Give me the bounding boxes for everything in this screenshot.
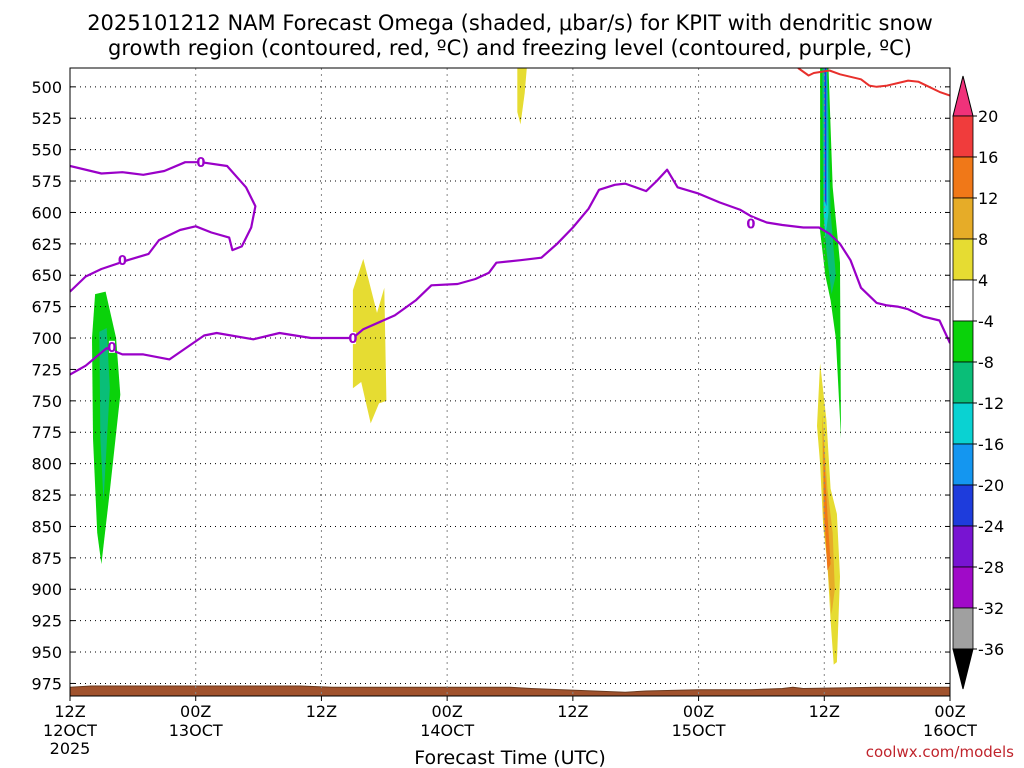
y-tick-label-700: 700 bbox=[31, 329, 62, 348]
x-tick-year-0: 2025 bbox=[50, 739, 91, 758]
colorbar-swatch-3 bbox=[952, 238, 974, 281]
y-tick-label-550: 550 bbox=[31, 141, 62, 160]
y-tick-label-650: 650 bbox=[31, 266, 62, 285]
freezing-label-0: 0 bbox=[196, 156, 205, 171]
omega-region-7 bbox=[824, 68, 827, 207]
omega-colorbar: 20 16 12 8 4 -4 -8 -12 -16 -20 -24 -28 -32 -36 bbox=[952, 75, 1004, 690]
freezing-level-contour-upper bbox=[70, 161, 257, 293]
colorbar-label-4: 4 bbox=[978, 271, 988, 290]
y-tick-label-750: 750 bbox=[31, 392, 62, 411]
y-tick-label-850: 850 bbox=[31, 517, 62, 536]
y-tick-label-800: 800 bbox=[31, 455, 62, 474]
colorbar-swatch-7 bbox=[952, 402, 974, 445]
x-tick-label-5: 00Z bbox=[683, 702, 714, 721]
freezing-label-bg-3 bbox=[349, 332, 356, 345]
colorbar-label-5: -4 bbox=[978, 312, 994, 331]
freezing-label-bg-1 bbox=[119, 254, 126, 267]
colorbar-swatch-6 bbox=[952, 361, 974, 404]
x-tick-label-2: 12Z bbox=[306, 702, 337, 721]
pressure-axis: 500 525 550 575 600 625 650 675 700 725 750 775 800 8… bbox=[31, 78, 950, 693]
x-tick-date-0: 12OCT bbox=[43, 721, 97, 740]
colorbar-swatch-1 bbox=[952, 156, 974, 199]
colorbar-swatch-10 bbox=[952, 525, 974, 568]
x-tick-label-3: 00Z bbox=[431, 702, 462, 721]
grid-layer bbox=[70, 68, 950, 696]
colorbar-label-1: 16 bbox=[978, 148, 998, 167]
freezing-label-bg-4 bbox=[747, 217, 754, 230]
y-tick-label-600: 600 bbox=[31, 203, 62, 222]
freezing-label-2: 0 bbox=[107, 341, 116, 356]
colorbar-swatch-0 bbox=[952, 115, 974, 158]
freezing-level-contour-main bbox=[70, 168, 950, 376]
freezing-level-labels: 0 0 0 0 0 bbox=[107, 156, 755, 356]
colorbar-swatch-8 bbox=[952, 443, 974, 486]
y-tick-label-725: 725 bbox=[31, 360, 62, 379]
omega-region-10 bbox=[823, 438, 831, 571]
colorbar-label-3: 8 bbox=[978, 230, 988, 249]
y-tick-label-925: 925 bbox=[31, 612, 62, 631]
x-axis-title: Forecast Time (UTC) bbox=[414, 747, 605, 768]
terrain-layer bbox=[70, 685, 950, 696]
y-tick-label-675: 675 bbox=[31, 298, 62, 317]
y-tick-label-950: 950 bbox=[31, 643, 62, 662]
colorbar-label-10: -24 bbox=[978, 517, 1004, 536]
colorbar-swatch-11 bbox=[952, 566, 974, 609]
y-tick-label-875: 875 bbox=[31, 549, 62, 568]
x-tick-label-6: 12Z bbox=[809, 702, 840, 721]
colorbar-label-6: -8 bbox=[978, 353, 994, 372]
chart-title-line-1: 2025101212 NAM Forecast Omega (shaded, μ… bbox=[87, 11, 933, 35]
freezing-label-4: 0 bbox=[746, 218, 755, 233]
colorbar-arrow-top bbox=[952, 75, 974, 117]
credit-text: coolwx.com/models bbox=[866, 743, 1014, 761]
y-tick-label-900: 900 bbox=[31, 580, 62, 599]
x-tick-label-7: 00Z bbox=[934, 702, 965, 721]
y-tick-label-500: 500 bbox=[31, 78, 62, 97]
omega-region-2 bbox=[352, 258, 387, 424]
colorbar-label-8: -16 bbox=[978, 435, 1004, 454]
colorbar-label-7: -12 bbox=[978, 394, 1004, 413]
freezing-label-bg-2 bbox=[108, 340, 115, 353]
dgz-isotherm-contour bbox=[797, 68, 950, 97]
colorbar-label-2: 12 bbox=[978, 189, 998, 208]
chart-title-line-2: growth region (contoured, red, ºC) and f… bbox=[108, 36, 912, 60]
x-tick-date-7: 16OCT bbox=[923, 721, 977, 740]
x-tick-date-3: 14OCT bbox=[420, 721, 474, 740]
colorbar-arrow-bottom bbox=[952, 648, 974, 690]
colorbar-swatch-2 bbox=[952, 197, 974, 240]
y-tick-label-575: 575 bbox=[31, 172, 62, 191]
colorbar-label-11: -28 bbox=[978, 558, 1004, 577]
x-tick-date-5: 15OCT bbox=[672, 721, 726, 740]
omega-region-3 bbox=[517, 68, 527, 125]
colorbar-swatch-4 bbox=[952, 279, 974, 322]
freezing-label-1: 0 bbox=[118, 254, 127, 269]
colorbar-swatch-9 bbox=[952, 484, 974, 527]
x-tick-label-4: 12Z bbox=[557, 702, 588, 721]
y-tick-label-825: 825 bbox=[31, 486, 62, 505]
y-tick-label-975: 975 bbox=[31, 674, 62, 693]
x-tick-label-0: 12Z bbox=[54, 702, 85, 721]
plot-frame bbox=[69, 67, 951, 697]
colorbar-label-0: 20 bbox=[978, 107, 998, 126]
freezing-label-3: 0 bbox=[348, 332, 357, 347]
terrain-surface bbox=[70, 685, 950, 696]
colorbar-label-9: -20 bbox=[978, 476, 1004, 495]
y-tick-label-525: 525 bbox=[31, 109, 62, 128]
colorbar-swatch-5 bbox=[952, 320, 974, 363]
y-tick-label-775: 775 bbox=[31, 423, 62, 442]
x-tick-date-1: 13OCT bbox=[169, 721, 223, 740]
omega-shading-layer bbox=[92, 68, 841, 665]
freezing-label-bg-0 bbox=[197, 156, 204, 169]
x-tick-label-1: 00Z bbox=[180, 702, 211, 721]
contour-layer bbox=[70, 68, 950, 376]
colorbar-label-13: -36 bbox=[978, 640, 1004, 659]
colorbar-label-12: -32 bbox=[978, 599, 1004, 618]
y-tick-label-625: 625 bbox=[31, 235, 62, 254]
omega-region-1 bbox=[99, 328, 110, 502]
colorbar-swatch-12 bbox=[952, 607, 974, 650]
